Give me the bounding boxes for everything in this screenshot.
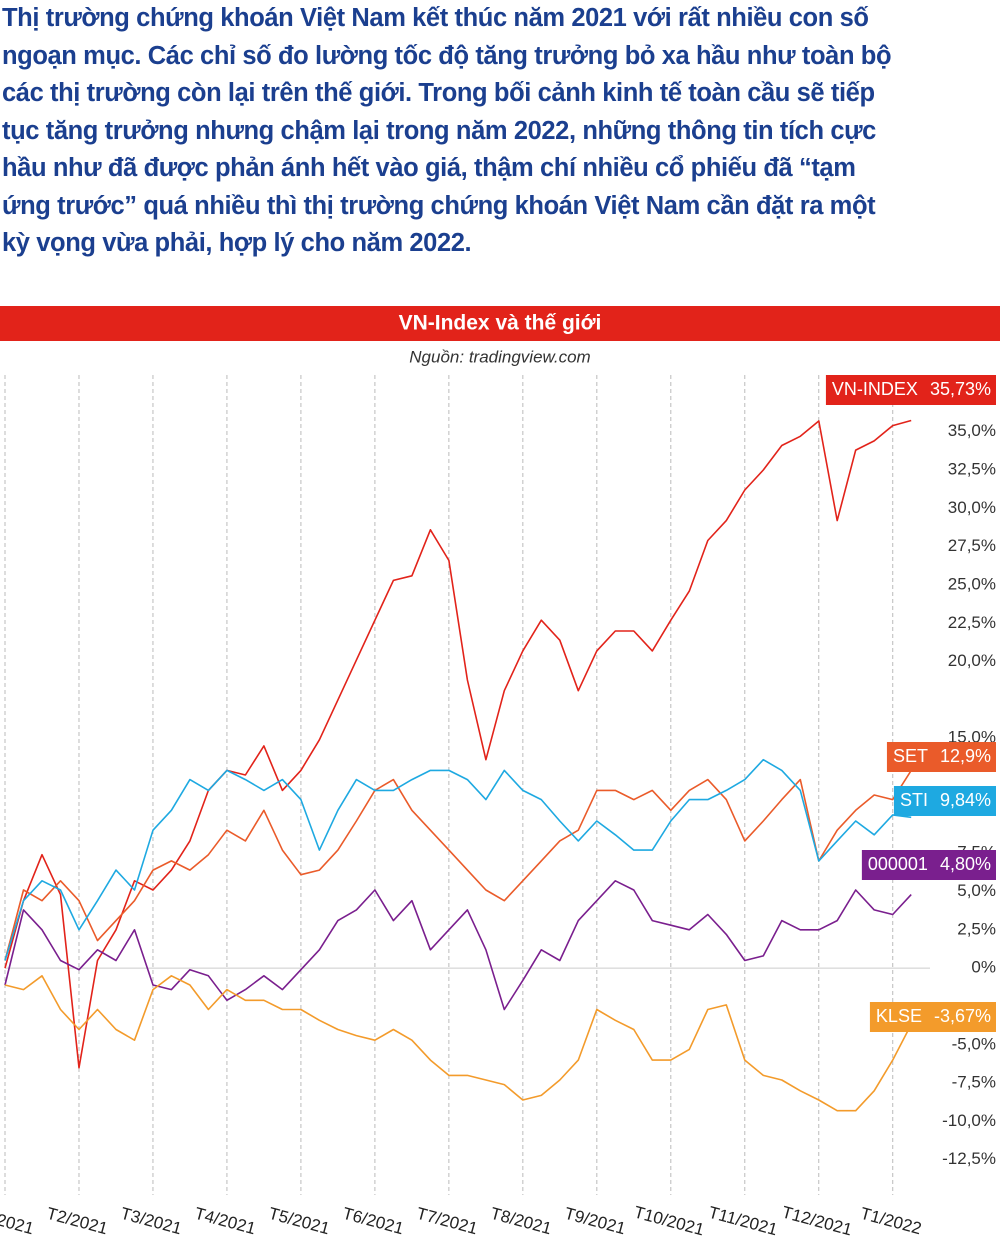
x-tick-label: T1/2021 <box>0 1204 36 1239</box>
x-tick-label: T8/2021 <box>489 1204 554 1239</box>
x-tick-label: T6/2021 <box>341 1204 406 1239</box>
series-label-box <box>825 375 996 405</box>
series-line <box>4 880 912 1011</box>
end-value-label: 4,80% <box>940 854 991 874</box>
legend-entry: KLSE <box>876 1006 922 1026</box>
chart-subtitle: Nguồn: tradingview.com <box>409 347 590 366</box>
end-value-label: 12,9% <box>940 746 991 766</box>
y-tick-label: 35,0% <box>948 421 996 440</box>
legend-entry: STI <box>900 790 928 810</box>
x-tick-label: T1/2022 <box>858 1204 923 1239</box>
chart-title: VN-Index và thế giới <box>399 312 602 335</box>
series-label-box <box>886 742 996 772</box>
y-tick-label: 22,5% <box>948 613 996 632</box>
series-line <box>4 419 912 1069</box>
y-tick-label: 5,0% <box>957 881 996 900</box>
x-tick-label: T9/2021 <box>562 1204 627 1239</box>
x-tick-label: T10/2021 <box>632 1203 706 1240</box>
title-bar <box>0 306 1000 341</box>
y-tick-label: 0% <box>971 958 996 977</box>
text-line: các thị trường còn lại trên thế giới. Tr… <box>2 79 875 107</box>
text-line: Thị trường chứng khoán Việt Nam kết thúc… <box>2 4 869 32</box>
end-value-label: 35,73% <box>930 379 991 399</box>
y-tick-label: 30,0% <box>948 498 996 517</box>
text-line: ngoạn mục. Các chỉ số đo lường tốc độ tă… <box>2 41 892 70</box>
x-tick-label: T11/2021 <box>706 1203 779 1240</box>
series-label-box <box>861 850 996 880</box>
text-line: ứng trước” quá nhiều thì thị trường chứn… <box>2 191 876 220</box>
x-tick-label: T7/2021 <box>415 1204 480 1239</box>
y-tick-label: -12,5% <box>942 1149 996 1168</box>
y-tick-label: -10,0% <box>942 1111 996 1130</box>
series-label-box <box>893 786 996 816</box>
series-label: STI 9,84% <box>893 786 996 816</box>
y-tick-label: 25,0% <box>948 574 996 593</box>
y-tick-label: -7,5% <box>952 1073 996 1092</box>
legend-entry: VN-INDEX <box>832 379 918 399</box>
x-tick-label: T5/2021 <box>267 1204 332 1239</box>
y-tick-label: 2,5% <box>957 919 996 938</box>
legend-entry: 000001 <box>868 854 928 874</box>
series-line <box>4 975 912 1112</box>
y-tick-label: -5,0% <box>952 1034 996 1053</box>
x-tick-label: T2/2021 <box>45 1204 110 1239</box>
y-tick-label: 20,0% <box>948 651 996 670</box>
text-line: kỳ vọng vừa phải, hợp lý cho năm 2022. <box>2 229 472 257</box>
end-value-label: 9,84% <box>940 790 991 810</box>
end-value-label: -3,67% <box>934 1006 991 1026</box>
y-tick-label: 32,5% <box>948 460 996 479</box>
series-label-box <box>869 1002 996 1032</box>
x-tick-label: T12/2021 <box>780 1203 854 1240</box>
legend-entry: SET <box>893 746 928 766</box>
series-line <box>4 769 912 961</box>
y-tick-label: 15,0% <box>948 728 996 747</box>
x-tick-label: T4/2021 <box>193 1204 258 1239</box>
series-label: KLSE -3,67% <box>869 1002 996 1032</box>
y-tick-label: 27,5% <box>948 536 996 555</box>
text-line: hầu như đã được phản ánh hết vào giá, th… <box>2 154 856 182</box>
series-label: VN-INDEX 35,73% <box>825 375 996 405</box>
series-line <box>4 758 912 961</box>
series-label: 000001 4,80% <box>861 850 996 880</box>
intro-text: Thị trường chứng khoán Việt Nam kết thúc… <box>2 0 1006 263</box>
text-line: tục tăng trưởng nhưng chậm lại trong năm… <box>2 116 876 145</box>
x-tick-label: T3/2021 <box>119 1204 184 1239</box>
series-label: SET 12,9% <box>886 742 996 772</box>
